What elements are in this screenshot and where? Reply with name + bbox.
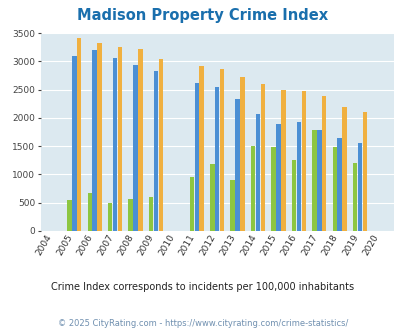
Bar [97,43,102,231]
Bar [341,107,346,231]
Bar [128,199,132,231]
Bar [117,47,122,231]
Bar [275,123,280,231]
Bar [296,122,301,231]
Bar [235,99,239,231]
Bar [362,112,367,231]
Bar [77,38,81,231]
Bar [291,160,296,231]
Bar [149,197,153,231]
Bar [337,138,341,231]
Bar [87,192,92,231]
Bar [158,59,163,231]
Bar [67,200,71,231]
Text: Madison Property Crime Index: Madison Property Crime Index [77,8,328,23]
Bar [72,56,77,231]
Bar [133,65,137,231]
Bar [271,147,275,231]
Bar [352,163,356,231]
Text: Crime Index corresponds to incidents per 100,000 inhabitants: Crime Index corresponds to incidents per… [51,282,354,292]
Bar [230,180,234,231]
Bar [92,50,97,231]
Bar [250,146,255,231]
Bar [332,147,336,231]
Bar [240,77,244,231]
Bar [255,115,260,231]
Bar [214,87,219,231]
Bar [153,71,158,231]
Bar [220,69,224,231]
Bar [321,96,326,231]
Bar [260,84,264,231]
Bar [138,50,142,231]
Bar [189,177,194,231]
Bar [209,164,214,231]
Bar [311,130,316,231]
Bar [280,89,285,231]
Bar [113,58,117,231]
Bar [301,91,305,231]
Bar [199,66,203,231]
Text: © 2025 CityRating.com - https://www.cityrating.com/crime-statistics/: © 2025 CityRating.com - https://www.city… [58,319,347,328]
Bar [316,130,321,231]
Bar [108,203,112,231]
Bar [357,143,362,231]
Bar [194,83,198,231]
